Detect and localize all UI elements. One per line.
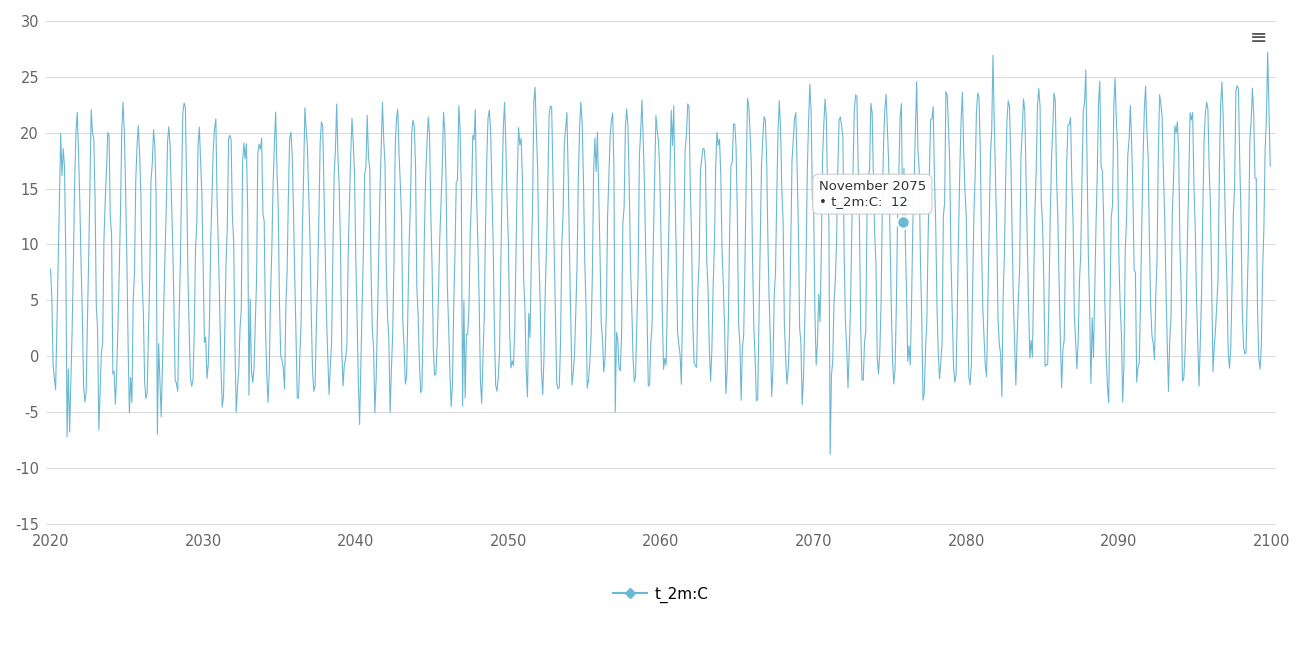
Text: ≡: ≡ [1250, 28, 1267, 48]
Legend: t_2m:C: t_2m:C [607, 581, 714, 609]
Text: November 2075
• t_2m:C:  12: November 2075 • t_2m:C: 12 [819, 180, 926, 208]
